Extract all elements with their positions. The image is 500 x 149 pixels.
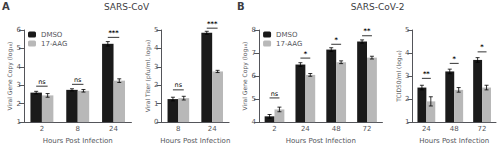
svg-text:4: 4: [252, 118, 257, 126]
svg-text:Viral Gene Copy (log₁₀): Viral Gene Copy (log₁₀): [6, 42, 14, 111]
svg-text:48: 48: [450, 125, 459, 133]
svg-text:Viral Titer (pfu/ml, log₁₀): Viral Titer (pfu/ml, log₁₀): [144, 40, 152, 113]
svg-text:24: 24: [301, 125, 310, 133]
svg-text:72: 72: [478, 125, 487, 133]
svg-text:5: 5: [17, 44, 21, 52]
svg-text:*: *: [304, 50, 308, 58]
svg-text:ns: ns: [271, 90, 279, 98]
svg-text:1: 1: [405, 118, 409, 126]
svg-text:8: 8: [75, 125, 79, 133]
svg-text:8: 8: [252, 26, 256, 34]
svg-text:ns: ns: [38, 78, 46, 86]
svg-text:3: 3: [154, 63, 158, 71]
svg-text:DMSO: DMSO: [276, 31, 298, 39]
svg-text:SARS-CoV-2: SARS-CoV-2: [351, 2, 405, 12]
svg-text:6: 6: [252, 72, 257, 80]
svg-text:***: ***: [207, 20, 218, 28]
svg-text:24: 24: [109, 125, 118, 133]
svg-text:24: 24: [208, 125, 217, 133]
svg-text:1: 1: [17, 118, 21, 126]
svg-text:7: 7: [252, 49, 256, 57]
svg-text:5: 5: [405, 26, 409, 34]
svg-text:3: 3: [17, 81, 21, 89]
svg-text:4: 4: [405, 49, 410, 57]
svg-text:2: 2: [272, 125, 276, 133]
svg-text:8: 8: [176, 125, 180, 133]
svg-text:2: 2: [154, 81, 158, 89]
svg-text:2: 2: [405, 95, 409, 103]
svg-text:4: 4: [17, 63, 22, 71]
svg-text:48: 48: [332, 125, 341, 133]
svg-text:0: 0: [154, 118, 158, 126]
svg-text:3: 3: [405, 72, 409, 80]
svg-text:***: ***: [108, 29, 119, 37]
svg-text:Hours Post Infection: Hours Post Infection: [43, 137, 113, 145]
svg-text:A: A: [2, 1, 10, 12]
svg-text:*: *: [334, 36, 338, 44]
svg-text:5: 5: [252, 95, 256, 103]
svg-text:2: 2: [40, 125, 44, 133]
svg-text:5: 5: [154, 26, 158, 34]
svg-text:**: **: [423, 70, 430, 78]
svg-text:17-AAG: 17-AAG: [41, 40, 67, 48]
svg-text:72: 72: [363, 125, 372, 133]
svg-text:*: *: [480, 43, 484, 51]
svg-text:SARS-CoV: SARS-CoV: [104, 2, 150, 12]
svg-text:6: 6: [17, 26, 22, 34]
svg-text:1: 1: [154, 100, 158, 108]
svg-text:TCID50/ml (log₁₀): TCID50/ml (log₁₀): [395, 50, 403, 103]
svg-text:*: *: [453, 55, 457, 63]
svg-text:B: B: [237, 1, 245, 12]
svg-text:**: **: [364, 27, 371, 35]
svg-text:Viral Gene Copy (log₁₀): Viral Gene Copy (log₁₀): [241, 42, 249, 111]
svg-text:ns: ns: [175, 81, 183, 89]
svg-text:DMSO: DMSO: [41, 31, 63, 39]
svg-text:ns: ns: [74, 76, 82, 84]
svg-text:Hours Post Infection: Hours Post Infection: [419, 137, 489, 145]
svg-text:17-AAG: 17-AAG: [276, 40, 302, 48]
svg-text:Hours Post Infection: Hours Post Infection: [160, 137, 230, 145]
svg-text:2: 2: [17, 100, 21, 108]
svg-text:4: 4: [154, 44, 159, 52]
svg-text:Hours Post Infection: Hours Post Infection: [286, 137, 356, 145]
svg-text:24: 24: [422, 125, 431, 133]
